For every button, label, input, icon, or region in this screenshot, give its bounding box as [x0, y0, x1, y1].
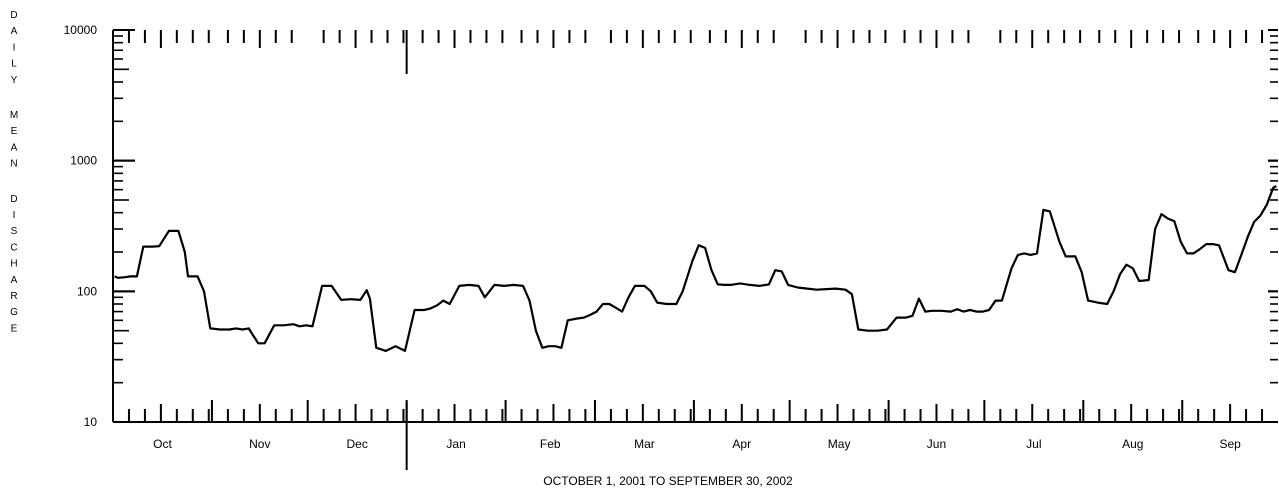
y-ticks [113, 29, 1278, 423]
plot-frame [112, 30, 1278, 423]
y-axis-title-letter: D [10, 194, 17, 205]
y-tick-label: 100 [77, 284, 97, 298]
y-axis-title-letter: C [10, 242, 17, 253]
y-axis-title-letter: A [11, 26, 18, 37]
month-label: Sep [1219, 437, 1241, 451]
y-axis-title-letter: S [11, 226, 18, 237]
y-axis-title-letter: A [11, 142, 18, 153]
y-tick-label: 10000 [64, 23, 98, 37]
month-label: Apr [732, 437, 751, 451]
month-label: Oct [153, 437, 172, 451]
y-tick-label: 10 [84, 415, 98, 429]
y-axis-title-letter: G [10, 307, 18, 318]
month-label: Nov [249, 437, 270, 451]
y-axis-title-letter: I [13, 42, 16, 53]
y-axis-title-letter: I [13, 210, 16, 221]
month-label: May [828, 437, 851, 451]
month-label: Dec [346, 437, 367, 451]
y-axis-title-letter: H [10, 259, 17, 270]
y-axis-title-letter: D [10, 10, 17, 21]
y-tick-label: 1000 [70, 154, 97, 168]
month-label: Jul [1026, 437, 1041, 451]
month-label: Jun [927, 437, 946, 451]
day-ticks [112, 30, 1264, 422]
y-tick-labels: 10 100 1000 10000 [64, 23, 98, 429]
x-axis-title: OCTOBER 1, 2001 TO SEPTEMBER 30, 2002 [543, 474, 793, 488]
y-axis-title-letter: E [11, 126, 18, 137]
y-axis-title-letter: M [10, 110, 18, 121]
month-label: Aug [1122, 437, 1143, 451]
y-axis-title-letter: R [10, 291, 17, 302]
y-axis-title-letter: L [11, 59, 17, 70]
y-axis-title-letter: E [11, 323, 18, 334]
month-label: Jan [446, 437, 465, 451]
y-axis-title-letter: A [11, 275, 18, 286]
y-axis-title-letter: Y [11, 75, 18, 86]
month-labels: Oct Nov Dec Jan Feb Mar Apr May Jun Jul Aug Sep [153, 437, 1241, 451]
month-label: Mar [634, 437, 655, 451]
month-label: Feb [540, 437, 561, 451]
discharge-series-line [114, 185, 1277, 352]
y-axis-title-letter: N [10, 159, 17, 170]
